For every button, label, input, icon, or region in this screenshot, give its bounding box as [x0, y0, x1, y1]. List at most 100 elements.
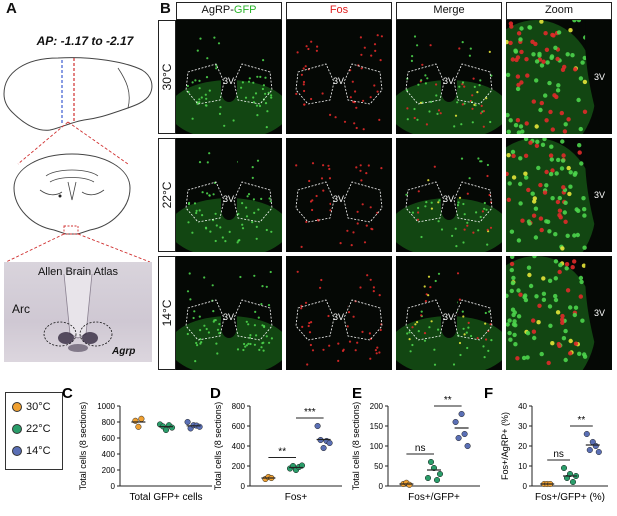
micrograph: 3V — [506, 256, 612, 370]
arc-label: Arc — [12, 302, 30, 316]
row-label: 14°C — [158, 256, 176, 370]
ventricle-label: 3V — [333, 194, 345, 204]
data-point — [560, 464, 568, 472]
x-axis-label: Total GFP+ cells — [129, 492, 202, 503]
y-tick-label: 200 — [102, 466, 116, 475]
row-label: 30°C — [158, 20, 176, 134]
y-axis-label: Total cells (8 sections) — [78, 402, 88, 491]
panel-label: E — [352, 385, 362, 402]
data-point — [433, 476, 441, 484]
y-tick-label: 600 — [102, 434, 116, 443]
panel-b-label: B — [160, 0, 171, 17]
data-point — [586, 446, 593, 454]
data-point — [436, 470, 444, 478]
data-point — [168, 424, 176, 431]
y-tick-label: 800 — [102, 418, 116, 427]
panel-label: D — [210, 385, 221, 402]
y-tick-label: 0 — [523, 482, 528, 491]
ventricle-label: 3V — [223, 312, 235, 322]
y-tick-label: 20 — [518, 442, 527, 451]
micrograph: 3V — [396, 256, 502, 370]
y-tick-label: 40 — [518, 402, 527, 411]
ap-coordinates: AP: -1.17 to -2.17 — [36, 34, 134, 48]
legend-dot — [12, 446, 22, 457]
micrograph: 3V — [176, 20, 282, 134]
ventricle-label: 3V — [223, 76, 235, 86]
data-point — [583, 430, 590, 438]
data-point — [569, 478, 577, 486]
y-tick-label: 0 — [241, 482, 246, 491]
y-tick-label: 400 — [102, 450, 116, 459]
micrograph: 3V — [286, 138, 392, 252]
y-axis-label: Fos+/AgRP+ (%) — [500, 412, 510, 480]
y-tick-label: 600 — [232, 422, 246, 431]
data-point — [461, 430, 468, 438]
y-tick-label: 200 — [370, 402, 384, 411]
y-axis-label: Total cells (8 sections) — [351, 402, 361, 491]
legend: 30°C 22°C 14°C — [5, 392, 63, 470]
data-point — [314, 422, 321, 430]
x-axis-label: Fos+ — [285, 492, 308, 503]
data-point — [455, 434, 462, 442]
y-tick-label: 10 — [518, 462, 527, 471]
y-tick-label: 1000 — [97, 402, 115, 411]
data-point — [563, 474, 571, 482]
significance-label: ** — [444, 395, 452, 406]
micrograph: 3V — [286, 256, 392, 370]
data-point — [135, 423, 142, 430]
brain-schematic — [3, 57, 153, 263]
data-point — [595, 448, 602, 456]
significance-label: ** — [578, 415, 586, 426]
data-point — [132, 417, 139, 424]
data-point — [406, 481, 413, 488]
row-label: 22°C — [158, 138, 176, 252]
x-axis-label: Fos+/GFP+ — [408, 492, 460, 503]
panel-label: F — [484, 385, 493, 402]
allen-atlas-image: Allen Brain Atlas Arc Agrp — [4, 262, 152, 362]
micrograph: 3V — [176, 256, 282, 370]
ventricle-label: 3V — [443, 76, 455, 86]
significance-label: ns — [553, 449, 564, 460]
micrograph: 3V — [506, 20, 612, 134]
agrp-label: Agrp — [112, 346, 136, 357]
y-tick-label: 200 — [232, 462, 246, 471]
y-tick-label: 30 — [518, 422, 527, 431]
data-point — [464, 442, 471, 450]
y-axis-label: Total cells (8 sections) — [213, 402, 223, 491]
y-tick-label: 400 — [232, 442, 246, 451]
data-point — [424, 474, 432, 482]
y-tick-label: 150 — [370, 422, 384, 431]
ventricle-label: 3V — [333, 76, 345, 86]
significance-label: *** — [304, 407, 316, 418]
panel-a-label: A — [6, 0, 17, 17]
data-point — [298, 462, 306, 469]
ventricle-label: 3V — [594, 72, 606, 82]
data-point — [430, 464, 438, 472]
ventricle-label: 3V — [443, 194, 455, 204]
column-title: AgRP-GFP — [176, 2, 282, 20]
micrograph: 3V — [286, 20, 392, 134]
micrograph: 3V — [396, 20, 502, 134]
panel-label: C — [62, 385, 73, 402]
y-tick-label: 100 — [370, 442, 384, 451]
x-axis-label: Fos+/GFP+ (%) — [535, 492, 605, 503]
significance-label: ** — [278, 447, 286, 458]
data-point — [427, 458, 435, 466]
legend-dot — [12, 424, 22, 435]
data-point — [452, 418, 459, 426]
column-title: Merge — [396, 2, 502, 20]
data-point — [320, 444, 327, 452]
ventricle-label: 3V — [333, 312, 345, 322]
column-title: Zoom — [506, 2, 612, 20]
y-tick-label: 0 — [379, 482, 384, 491]
y-tick-label: 50 — [374, 462, 383, 471]
data-point — [326, 439, 333, 447]
legend-item-14c: 14°C — [12, 445, 51, 457]
legend-item-22c: 22°C — [12, 423, 51, 435]
legend-dot — [12, 402, 22, 413]
column-title: Fos — [286, 2, 392, 20]
micrograph: 3V — [176, 138, 282, 252]
data-point — [458, 410, 465, 418]
data-point — [138, 415, 145, 422]
